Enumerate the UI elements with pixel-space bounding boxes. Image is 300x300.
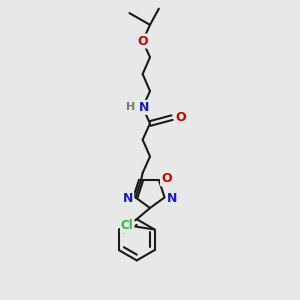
Text: O: O bbox=[137, 34, 148, 48]
Text: O: O bbox=[161, 172, 172, 185]
Text: O: O bbox=[175, 111, 186, 124]
Text: N: N bbox=[167, 192, 177, 206]
Text: N: N bbox=[139, 101, 149, 114]
Text: Cl: Cl bbox=[121, 219, 134, 232]
Text: N: N bbox=[123, 192, 133, 206]
Text: H: H bbox=[126, 102, 136, 112]
